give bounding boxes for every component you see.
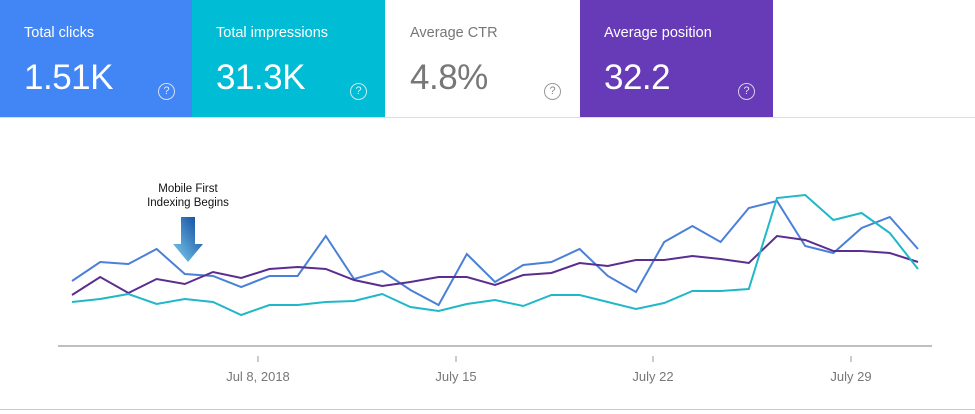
help-icon[interactable]: ? [738, 83, 755, 100]
annotation-line-2: Indexing Begins [147, 197, 229, 209]
card-label: Average CTR [410, 25, 498, 41]
average-ctr-card[interactable]: Average CTR 4.8% ? [386, 0, 579, 117]
help-icon[interactable]: ? [544, 83, 561, 100]
series-line-0 [71, 199, 919, 307]
help-icon[interactable]: ? [158, 83, 175, 100]
help-icon[interactable]: ? [350, 83, 367, 100]
metric-cards: Total clicks 1.51K ? Total impressions 3… [0, 0, 975, 118]
x-tick-label: July 15 [435, 369, 476, 384]
x-tick-label: July 22 [632, 369, 673, 384]
series-line-2 [71, 193, 919, 317]
total-impressions-card[interactable]: Total impressions 31.3K ? [192, 0, 385, 117]
x-tick-label: July 29 [830, 369, 871, 384]
x-tick-label: Jul 8, 2018 [226, 369, 290, 384]
card-value: 31.3K [216, 58, 305, 97]
card-label: Total impressions [216, 25, 329, 41]
card-value: 4.8% [410, 58, 488, 97]
card-value: 1.51K [24, 58, 113, 97]
annotation-line-1: Mobile First [158, 183, 218, 195]
card-label: Average position [604, 25, 712, 41]
average-position-card[interactable]: Average position 32.2 ? [580, 0, 773, 117]
card-value: 32.2 [604, 58, 671, 97]
bottom-divider [0, 409, 975, 410]
arrow-down-icon [173, 217, 203, 262]
total-clicks-card[interactable]: Total clicks 1.51K ? [0, 0, 193, 117]
card-label: Total clicks [24, 25, 95, 41]
